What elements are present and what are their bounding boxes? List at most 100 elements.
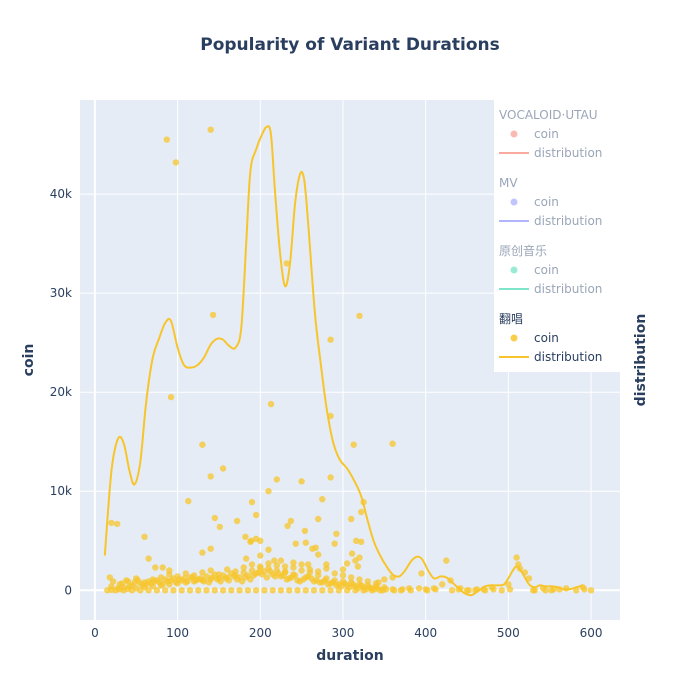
scatter-point[interactable]	[217, 578, 224, 585]
scatter-point[interactable]	[153, 587, 161, 594]
scatter-point[interactable]	[513, 554, 520, 561]
scatter-point[interactable]	[141, 533, 148, 540]
scatter-point[interactable]	[348, 515, 355, 523]
scatter-point[interactable]	[356, 576, 363, 583]
scatter-point[interactable]	[186, 587, 194, 594]
scatter-point[interactable]	[252, 587, 260, 594]
scatter-point[interactable]	[506, 586, 514, 593]
scatter-point[interactable]	[199, 549, 206, 556]
scatter-point[interactable]	[324, 581, 332, 588]
scatter-point[interactable]	[269, 587, 276, 594]
scatter-point[interactable]	[327, 336, 334, 343]
legend-group-title[interactable]: 翻唱	[499, 312, 523, 326]
scatter-point[interactable]	[109, 578, 117, 585]
scatter-point[interactable]	[247, 538, 254, 545]
scatter-point[interactable]	[331, 540, 338, 547]
scatter-point[interactable]	[418, 570, 425, 577]
scatter-point[interactable]	[152, 564, 159, 571]
scatter-point[interactable]	[358, 508, 365, 516]
scatter-point[interactable]	[308, 575, 315, 582]
scatter-point[interactable]	[108, 519, 115, 527]
scatter-point[interactable]	[424, 587, 431, 594]
scatter-point[interactable]	[281, 563, 289, 570]
scatter-point[interactable]	[219, 465, 227, 472]
scatter-point[interactable]	[258, 571, 266, 578]
scatter-point[interactable]	[267, 400, 275, 408]
scatter-point[interactable]	[216, 523, 223, 531]
scatter-point[interactable]	[482, 587, 489, 594]
scatter-point[interactable]	[114, 585, 122, 592]
scatter-point[interactable]	[236, 587, 243, 594]
scatter-point[interactable]	[381, 576, 388, 583]
scatter-point[interactable]	[252, 511, 260, 519]
distribution-line[interactable]	[103, 125, 584, 597]
scatter-point[interactable]	[243, 555, 250, 562]
scatter-point[interactable]	[548, 587, 555, 594]
scatter-point[interactable]	[443, 557, 450, 564]
scatter-point[interactable]	[209, 574, 216, 581]
legend-item-label[interactable]: distribution	[534, 146, 602, 160]
legend-item-label[interactable]: coin	[534, 331, 559, 345]
scatter-point[interactable]	[178, 587, 185, 594]
scatter-point[interactable]	[108, 583, 115, 590]
scatter-point[interactable]	[354, 563, 362, 570]
scatter-point[interactable]	[290, 564, 297, 571]
scatter-point[interactable]	[287, 517, 295, 525]
scatter-point[interactable]	[261, 587, 268, 594]
scatter-point[interactable]	[207, 473, 214, 480]
scatter-point[interactable]	[195, 587, 202, 594]
scatter-point[interactable]	[143, 581, 150, 588]
scatter-point[interactable]	[298, 478, 305, 485]
scatter-point[interactable]	[348, 550, 356, 557]
scatter-point[interactable]	[167, 393, 175, 401]
scatter-point[interactable]	[200, 578, 208, 585]
scatter-point[interactable]	[267, 568, 274, 575]
scatter-point[interactable]	[277, 587, 285, 594]
scatter-point[interactable]	[364, 578, 371, 585]
legend-item-label[interactable]: distribution	[534, 214, 602, 228]
scatter-point[interactable]	[242, 533, 249, 540]
scatter-point[interactable]	[263, 574, 271, 581]
scatter-point[interactable]	[432, 586, 439, 593]
scatter-point[interactable]	[581, 586, 588, 593]
scatter-point[interactable]	[211, 514, 218, 522]
scatter-point[interactable]	[327, 474, 334, 481]
scatter-point[interactable]	[358, 582, 365, 589]
scatter-point[interactable]	[134, 577, 142, 584]
scatter-point[interactable]	[145, 587, 152, 594]
scatter-point[interactable]	[207, 567, 214, 574]
scatter-point[interactable]	[531, 587, 538, 594]
scatter-point[interactable]	[228, 587, 235, 594]
scatter-point[interactable]	[151, 578, 158, 585]
scatter-point[interactable]	[356, 312, 363, 320]
scatter-point[interactable]	[315, 551, 322, 558]
scatter-point[interactable]	[182, 570, 189, 577]
scatter-point[interactable]	[176, 576, 183, 583]
scatter-point[interactable]	[275, 570, 282, 577]
scatter-point[interactable]	[399, 586, 406, 593]
scatter-point[interactable]	[167, 577, 175, 584]
scatter-point[interactable]	[203, 587, 210, 594]
scatter-point[interactable]	[298, 561, 305, 568]
scatter-point[interactable]	[257, 552, 264, 559]
scatter-point[interactable]	[273, 476, 280, 483]
scatter-point[interactable]	[248, 498, 256, 506]
scatter-point[interactable]	[302, 539, 309, 546]
scatter-point[interactable]	[333, 530, 340, 537]
scatter-point[interactable]	[333, 582, 340, 589]
scatter-point[interactable]	[244, 587, 252, 594]
scatter-point[interactable]	[271, 557, 278, 564]
scatter-point[interactable]	[341, 580, 348, 587]
scatter-point[interactable]	[323, 565, 330, 572]
scatter-point[interactable]	[284, 522, 291, 530]
scatter-point[interactable]	[207, 126, 214, 133]
scatter-point[interactable]	[203, 573, 210, 580]
scatter-point[interactable]	[163, 136, 170, 143]
scatter-point[interactable]	[319, 587, 326, 594]
scatter-point[interactable]	[123, 577, 130, 584]
scatter-point[interactable]	[162, 587, 169, 594]
scatter-point[interactable]	[114, 520, 121, 528]
scatter-point[interactable]	[305, 561, 312, 568]
scatter-point[interactable]	[159, 581, 166, 588]
scatter-point[interactable]	[300, 576, 307, 583]
